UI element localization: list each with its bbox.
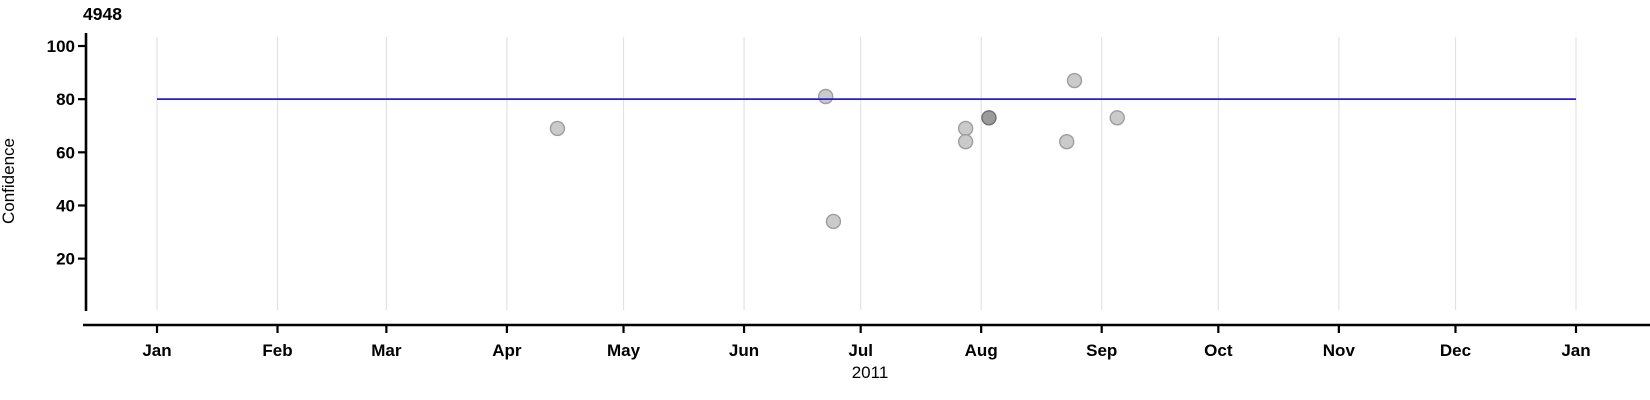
x-axis-title: 2011 [851,363,889,382]
y-tick-label: 60 [56,143,75,162]
x-tick-label: Sep [1086,341,1117,360]
y-tick-label: 100 [47,37,75,56]
x-tick-label: Jan [1561,341,1590,360]
chart-title: 4948 [83,4,122,24]
y-axis-title: Confidence [0,138,18,225]
x-tick-label: Oct [1204,341,1233,360]
x-tick-label: Jun [729,341,759,360]
data-point [1109,110,1125,126]
data-point [825,213,842,230]
x-tick-label: Aug [965,341,998,360]
x-tick-label: Nov [1323,341,1356,360]
data-point [957,120,974,137]
x-tick-label: Feb [262,341,292,360]
x-tick-label: May [607,341,641,360]
y-tick-label: 20 [56,250,75,269]
data-point [1059,133,1075,150]
x-tick-label: Mar [371,341,402,360]
data-point [1066,72,1083,89]
y-tick-label: 40 [56,196,75,215]
x-tick-label: Dec [1440,341,1471,360]
y-tick-label: 80 [56,90,75,109]
data-point [957,133,974,150]
data-point [817,88,834,105]
data-point [981,110,997,126]
x-tick-label: Jul [848,341,873,360]
x-tick-label: Apr [492,341,522,360]
data-point [549,120,566,137]
x-tick-label: Jan [142,341,171,360]
